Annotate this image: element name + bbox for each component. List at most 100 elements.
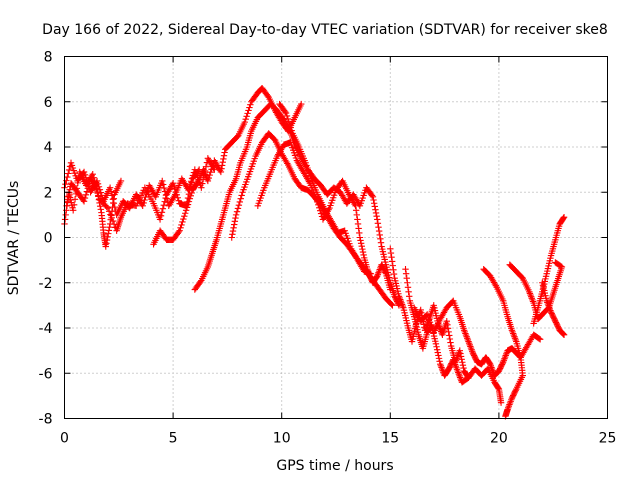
data-point <box>205 174 212 182</box>
data-point <box>457 353 465 360</box>
data-point <box>159 181 167 188</box>
data-point <box>434 349 441 356</box>
data-point <box>446 332 453 339</box>
data-point <box>218 162 226 169</box>
data-point <box>94 188 101 196</box>
data-point <box>264 92 271 100</box>
y-tick-label: -8 <box>39 412 53 428</box>
data-point <box>432 340 440 348</box>
data-point <box>402 270 410 277</box>
data-point <box>287 124 294 131</box>
data-point <box>160 184 168 192</box>
data-point <box>355 225 362 232</box>
data-point <box>243 113 250 120</box>
data-point <box>232 214 239 222</box>
data-point <box>104 233 111 241</box>
data-point <box>353 211 360 219</box>
data-point <box>358 243 365 250</box>
data-point <box>370 200 378 207</box>
data-point <box>207 169 214 176</box>
data-point <box>360 251 367 259</box>
data-point <box>161 198 168 205</box>
data-point <box>65 166 73 174</box>
data-point <box>367 270 374 277</box>
data-point <box>284 115 292 123</box>
data-point <box>102 243 109 250</box>
data-point <box>179 218 186 226</box>
data-point <box>388 301 395 308</box>
data-point <box>286 121 293 128</box>
y-axis-label: SDTVAR / TECUs <box>6 181 22 296</box>
data-point <box>560 331 568 338</box>
data-point <box>368 192 376 199</box>
data-point <box>182 207 190 214</box>
data-point <box>95 192 102 199</box>
data-point <box>109 217 117 225</box>
data-point <box>160 201 167 209</box>
data-point <box>552 259 559 266</box>
data-point <box>369 193 377 200</box>
data-point <box>387 286 394 293</box>
data-point <box>83 188 91 195</box>
x-tick-label: 10 <box>273 431 291 447</box>
data-point <box>536 335 543 342</box>
data-point <box>458 356 465 363</box>
data-point <box>71 196 79 203</box>
data-point <box>456 347 464 354</box>
satellite-track-8 <box>276 100 374 277</box>
data-point <box>405 288 412 295</box>
data-point <box>418 309 425 317</box>
data-point <box>374 220 382 227</box>
data-point <box>90 174 97 181</box>
data-point <box>375 227 383 235</box>
data-point <box>282 109 290 117</box>
data-point <box>185 198 193 205</box>
grid-layer <box>64 56 608 419</box>
data-point <box>70 201 78 209</box>
data-point <box>387 245 394 253</box>
data-point <box>237 195 244 202</box>
data-point <box>446 335 454 343</box>
data-point <box>186 195 194 202</box>
y-tick-label: -6 <box>39 366 53 382</box>
data-point <box>352 202 359 210</box>
x-tick-label: 15 <box>381 431 399 447</box>
x-tick-label: 25 <box>599 431 617 447</box>
data-point <box>217 168 225 176</box>
data-point <box>220 152 228 159</box>
data-point <box>188 179 195 186</box>
data-point <box>359 248 367 256</box>
data-point <box>158 209 166 216</box>
data-point <box>389 262 396 269</box>
data-point <box>89 170 96 178</box>
data-point <box>103 240 110 247</box>
data-point <box>352 207 360 214</box>
data-point <box>172 188 180 196</box>
data-point <box>244 110 251 117</box>
x-tick-label: 0 <box>60 431 69 447</box>
data-point <box>73 185 81 192</box>
data-point <box>171 185 179 193</box>
data-point <box>81 194 89 202</box>
data-point <box>433 343 440 350</box>
data-point <box>283 112 291 120</box>
data-point <box>182 210 189 217</box>
data-point <box>174 194 181 201</box>
data-point <box>417 306 424 314</box>
data-point <box>357 240 365 247</box>
y-tick-label: 0 <box>44 231 53 247</box>
data-point <box>234 205 242 212</box>
data-point <box>92 181 99 189</box>
data-point <box>178 221 185 229</box>
data-point <box>170 182 178 190</box>
data-point <box>377 239 385 246</box>
data-point <box>406 293 413 300</box>
data-point <box>173 191 181 199</box>
data-point <box>229 231 236 238</box>
data-point <box>110 221 118 228</box>
data-point <box>221 149 228 156</box>
data-point <box>536 336 544 343</box>
data-point <box>389 302 396 309</box>
data-point <box>220 155 227 163</box>
